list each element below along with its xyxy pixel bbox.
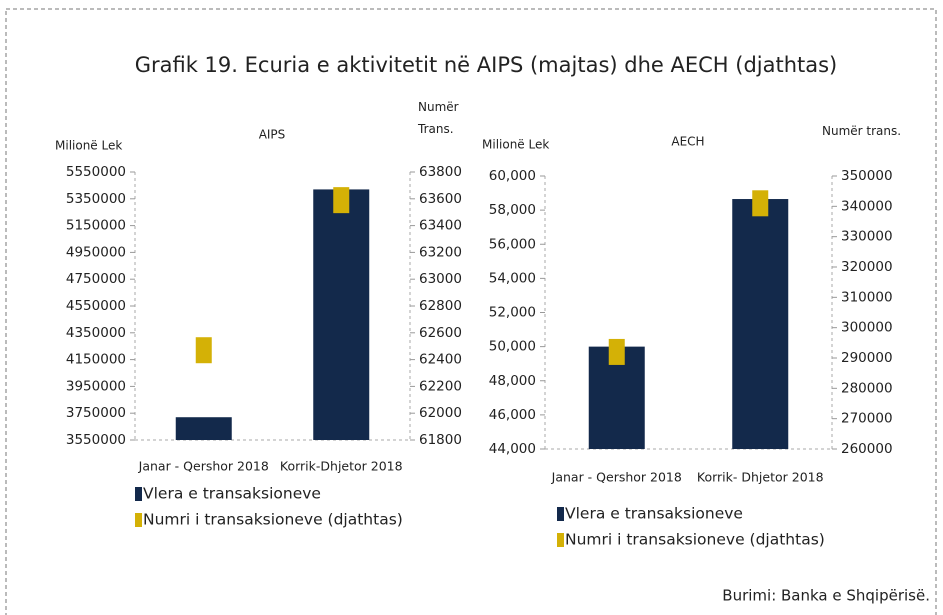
figure-title: Grafik 19. Ecuria e aktivitetit në AIPS …: [135, 53, 838, 77]
y-tick-label: 4150000: [66, 352, 126, 368]
y2-tick-label: 62800: [419, 298, 462, 314]
panel-title: AECH: [671, 135, 704, 149]
y-tick-label: 44,000: [489, 441, 536, 457]
y2-tick-label: 320000: [841, 259, 893, 275]
x-tick-label: Korrik- Dhjetor 2018: [697, 470, 824, 485]
y2-tick-label: 280000: [841, 380, 893, 396]
y-tick-label: 48,000: [489, 373, 536, 389]
bar: [732, 199, 789, 449]
legend-label: Numri i transaksioneve (djathtas): [565, 531, 825, 549]
y2-tick-label: 350000: [841, 168, 893, 184]
y2-tick-label: 61800: [419, 432, 462, 448]
legend-swatch: [135, 513, 142, 527]
y2-tick-label: 270000: [841, 411, 893, 427]
y-axis-label: Milionë Lek: [55, 139, 122, 153]
y2-tick-label: 300000: [841, 320, 893, 336]
y-tick-label: 3550000: [66, 432, 126, 448]
y-tick-label: 58,000: [489, 202, 536, 218]
y-tick-label: 50,000: [489, 339, 536, 355]
x-tick-label: Janar - Qershor 2018: [138, 459, 269, 474]
y2-tick-label: 63600: [419, 191, 462, 207]
y-tick-label: 56,000: [489, 236, 536, 252]
y2-tick-label: 290000: [841, 350, 893, 366]
x-tick-label: Korrik-Dhjetor 2018: [280, 459, 403, 474]
source: Burimi: Banka e Shqipërisë.: [722, 587, 930, 605]
y2-axis-label: Numër trans.: [822, 124, 902, 138]
marker: [333, 187, 350, 214]
y-tick-label: 4550000: [66, 298, 126, 314]
legend-swatch: [557, 507, 564, 521]
y-axis-label: Milionë Lek: [482, 138, 549, 152]
legend-swatch: [557, 533, 564, 547]
legend-swatch: [135, 487, 142, 501]
marker: [195, 337, 212, 364]
bar: [175, 417, 232, 440]
y2-tick-label: 63200: [419, 244, 462, 260]
y-tick-label: 3750000: [66, 405, 126, 421]
y-tick-label: 4950000: [66, 244, 126, 260]
y-tick-label: 4750000: [66, 271, 126, 287]
legend-label: Vlera e transaksioneve: [143, 485, 321, 503]
frame: [5, 8, 937, 615]
y-tick-label: 52,000: [489, 305, 536, 321]
panel-title: AIPS: [259, 128, 286, 142]
y2-tick-label: 63000: [419, 271, 462, 287]
y-tick-label: 3950000: [66, 378, 126, 394]
y-tick-label: 4350000: [66, 325, 126, 341]
marker: [752, 190, 769, 217]
y-tick-label: 46,000: [489, 407, 536, 423]
marker: [608, 338, 625, 365]
y2-tick-label: 62000: [419, 405, 462, 421]
y-tick-label: 54,000: [489, 270, 536, 286]
y2-tick-label: 62200: [419, 378, 462, 394]
y-tick-label: 60,000: [489, 168, 536, 184]
y2-tick-label: 310000: [841, 289, 893, 305]
y2-tick-label: 62400: [419, 352, 462, 368]
y2-tick-label: 63800: [419, 164, 462, 180]
y2-tick-label: 62600: [419, 325, 462, 341]
y2-tick-label: 260000: [841, 441, 893, 457]
legend-label: Numri i transaksioneve (djathtas): [143, 511, 403, 529]
x-tick-label: Janar - Qershor 2018: [551, 470, 682, 485]
y-tick-label: 5550000: [66, 164, 126, 180]
legend-label: Vlera e transaksioneve: [565, 505, 743, 523]
y-tick-label: 5350000: [66, 191, 126, 207]
y2-tick-label: 330000: [841, 229, 893, 245]
y2-tick-label: 340000: [841, 198, 893, 214]
bar: [313, 189, 370, 440]
y2-axis-label: Numër Trans.: [418, 100, 459, 136]
y-tick-label: 5150000: [66, 218, 126, 234]
y2-tick-label: 63400: [419, 218, 462, 234]
